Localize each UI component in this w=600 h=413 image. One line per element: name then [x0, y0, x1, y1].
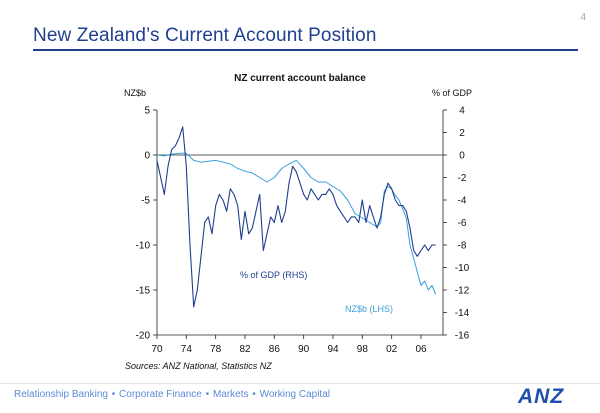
x-tick-label: 86 [269, 344, 281, 355]
right-tick-label: -12 [455, 286, 470, 297]
x-tick-label: 94 [327, 344, 339, 355]
chart-source: Sources: ANZ National, Statistics NZ [125, 361, 272, 371]
footer-links: Relationship Banking • Corporate Finance… [14, 389, 330, 400]
chart-title: NZ current account balance [234, 73, 366, 84]
current-account-chart: NZ current account balance NZ$b % of GDP… [124, 73, 472, 371]
page-number: 4 [580, 12, 586, 23]
x-tick-label: 90 [298, 344, 310, 355]
right-tick-label: 0 [459, 151, 465, 162]
x-tick-label: 78 [210, 344, 222, 355]
left-tick-label: -10 [136, 241, 151, 252]
x-tick-label: 02 [386, 344, 398, 355]
series-label-gdp: % of GDP (RHS) [240, 270, 307, 280]
right-tick-label: 2 [459, 128, 465, 139]
left-tick-label: 5 [144, 106, 150, 117]
x-tick-label: 06 [415, 344, 427, 355]
right-tick-label: -2 [458, 173, 467, 184]
right-tick-label: -16 [455, 331, 470, 342]
right-tick-label: -8 [458, 241, 467, 252]
footer-link-corporate-finance[interactable]: Corporate Finance [119, 389, 202, 400]
right-tick-label: -4 [458, 196, 467, 207]
series-line-gdp [156, 126, 436, 308]
footer-separator: • [205, 389, 210, 400]
left-tick-label: -5 [141, 196, 150, 207]
x-tick-label: 74 [181, 344, 193, 355]
right-tick-label: 4 [459, 106, 465, 117]
left-tick-label: -15 [136, 286, 151, 297]
series-line-nzdb [156, 152, 437, 295]
left-axis-unit: NZ$b [124, 88, 146, 98]
footer-link-markets[interactable]: Markets [212, 389, 249, 400]
svg-text:ANZ: ANZ [517, 385, 564, 408]
title-divider [33, 49, 578, 51]
footer-divider [0, 383, 600, 384]
left-tick-label: -20 [136, 331, 151, 342]
right-tick-label: -6 [458, 218, 467, 229]
right-axis-unit: % of GDP [432, 88, 472, 98]
right-tick-label: -10 [455, 263, 470, 274]
footer-link-working-capital[interactable]: Working Capital [259, 389, 330, 400]
x-tick-label: 98 [357, 344, 369, 355]
footer-separator: • [111, 389, 116, 400]
left-tick-label: 0 [144, 151, 150, 162]
series-label-nzdb: NZ$b (LHS) [345, 304, 393, 314]
footer-separator: • [252, 389, 256, 400]
x-tick-label: 82 [239, 344, 251, 355]
x-tick-label: 70 [151, 344, 163, 355]
anz-logo: ANZ [517, 385, 564, 408]
right-tick-label: -14 [455, 308, 470, 319]
footer-link-relationship-banking[interactable]: Relationship Banking [14, 389, 108, 400]
slide-title: New Zealand’s Current Account Position [33, 25, 377, 46]
